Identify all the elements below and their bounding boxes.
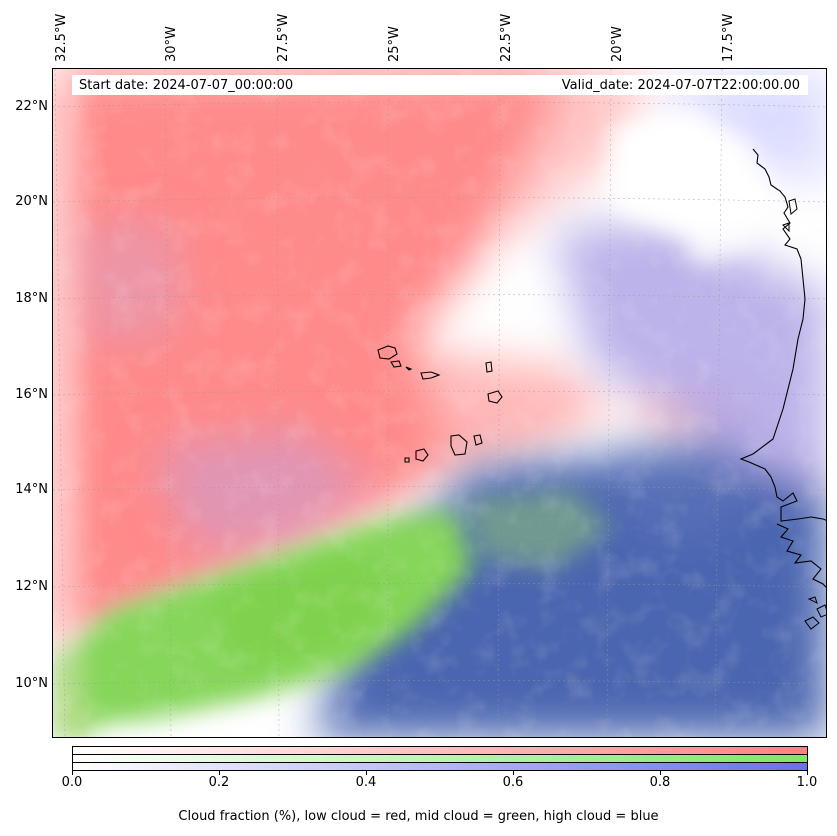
colorbar [72, 746, 808, 771]
colorbar-tick-label: 0.0 [61, 775, 83, 790]
lat-label: 18°N [15, 291, 48, 306]
island-santa-luzia [405, 366, 413, 371]
colorbar-tick-mark [660, 771, 661, 775]
colorbar-tick-label: 0.6 [502, 775, 524, 790]
graticule [53, 69, 826, 737]
lat-label: 10°N [15, 676, 48, 691]
start-date-label: Start date: 2024-07-07_00:00:00 [79, 78, 294, 93]
african-coastline [739, 148, 826, 522]
bissagos-islands [804, 596, 826, 630]
valid-date-label: Valid_date: 2024-07-07T22:00:00.00 [561, 78, 800, 93]
island-santiago [450, 434, 468, 456]
lon-label: 27.5°W [276, 13, 291, 62]
island-santo-antao [377, 345, 398, 360]
lat-label: 22°N [15, 99, 48, 114]
lon-label: 22.5°W [499, 13, 514, 62]
colorbar-low-cloud [73, 747, 807, 755]
cloud-texture [53, 69, 826, 737]
colorbar-tick-mark [807, 771, 808, 775]
cloud-fraction-map [52, 68, 827, 738]
island-boa-vista [487, 390, 503, 404]
colorbar-tick-mark [72, 771, 73, 775]
colorbar-tick-label: 0.8 [649, 775, 671, 790]
colorbar-tick-mark [513, 771, 514, 775]
colorbar-label: Cloud fraction (%), low cloud = red, mid… [178, 809, 659, 824]
lon-label: 25°W [387, 26, 402, 62]
cape-verde-islands [377, 345, 503, 463]
info-bar [72, 75, 808, 95]
lat-label: 14°N [15, 482, 48, 497]
lat-label: 12°N [15, 579, 48, 594]
map-canvas [53, 69, 826, 737]
lon-label: 20°W [610, 26, 625, 62]
colorbar-tick-label: 1.0 [796, 775, 818, 790]
guinea-coastline [776, 523, 826, 588]
lat-label: 16°N [15, 387, 48, 402]
colorbar-tick-label: 0.4 [355, 775, 377, 790]
colorbar-tick-mark [366, 771, 367, 775]
colorbar-tick-label: 0.2 [208, 775, 230, 790]
island-sao-vicente [390, 360, 402, 368]
colorbar-tick-mark [219, 771, 220, 775]
island-maio [473, 434, 483, 446]
island-fogo [415, 448, 429, 462]
lon-label: 32.5°W [54, 13, 69, 62]
coastal-islets [782, 198, 798, 233]
colorbar-high-cloud [73, 763, 807, 770]
lat-label: 20°N [15, 194, 48, 209]
lon-label: 30°W [164, 26, 179, 62]
island-sal [485, 361, 493, 373]
colorbar-mid-cloud [73, 755, 807, 763]
lon-label: 17.5°W [721, 13, 736, 62]
island-sao-nicolau [420, 371, 441, 380]
island-brava [404, 457, 410, 463]
